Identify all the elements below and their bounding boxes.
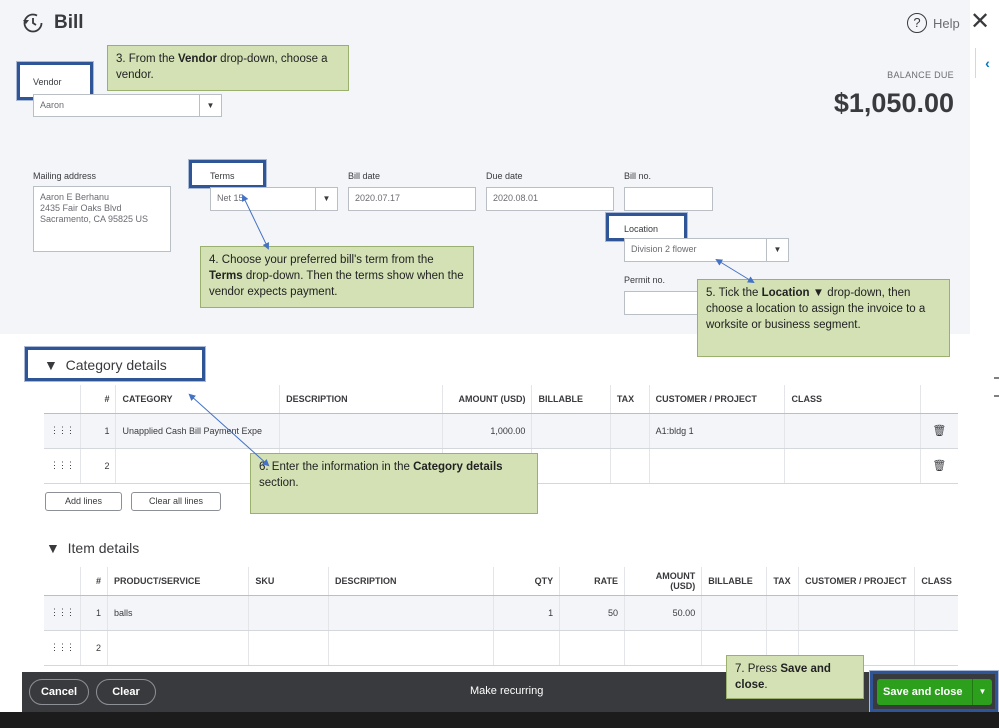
class-cell[interactable] <box>914 630 958 666</box>
bill-date-label: Bill date <box>348 171 381 181</box>
terms-label-highlight: Terms <box>189 160 266 188</box>
tax-cell[interactable] <box>766 595 800 631</box>
description-cell[interactable] <box>328 630 494 666</box>
clear-all-lines-button[interactable]: Clear all lines <box>131 492 221 511</box>
category-cell[interactable]: Unapplied Cash Bill Payment Expe <box>115 413 281 449</box>
permit-no-label: Permit no. <box>624 275 666 285</box>
vendor-label: Vendor <box>33 77 62 87</box>
category-details-title[interactable]: ▼ Category details <box>44 357 167 373</box>
qty-cell[interactable] <box>493 630 561 666</box>
amount-cell[interactable] <box>624 630 703 666</box>
location-value: Division 2 flower <box>631 244 697 254</box>
close-icon[interactable]: ✕ <box>970 8 991 35</box>
rate-cell[interactable]: 50 <box>559 595 625 631</box>
billable-cell[interactable] <box>531 448 611 484</box>
vendor-select[interactable]: Aaron ▼ <box>33 94 222 117</box>
terms-label: Terms <box>210 171 235 181</box>
tax-cell[interactable] <box>610 448 650 484</box>
customer-cell[interactable] <box>798 595 916 631</box>
location-label: Location <box>624 224 659 234</box>
history-icon[interactable] <box>22 12 44 34</box>
callout-vendor: 3. From the Vendor drop-down, choose a v… <box>107 45 349 91</box>
terms-select[interactable]: Net 15 ▼ <box>210 187 338 211</box>
chevron-down-icon[interactable]: ▼ <box>315 188 337 210</box>
billable-cell[interactable] <box>531 413 611 449</box>
description-cell[interactable] <box>279 413 443 449</box>
sku-cell[interactable] <box>248 595 330 631</box>
drag-handle-icon[interactable]: ⋮⋮⋮ <box>44 595 81 631</box>
customer-cell[interactable]: A1:bldg 1 <box>649 413 786 449</box>
bill-date-input[interactable]: 2020.07.17 <box>348 187 476 211</box>
qty-cell[interactable]: 1 <box>493 595 561 631</box>
mailing-address-field[interactable]: Aaron E Berhanu 2435 Fair Oaks Blvd Sacr… <box>33 186 171 252</box>
due-date-label: Due date <box>486 171 523 181</box>
mailing-address-label: Mailing address <box>33 171 97 181</box>
make-recurring-link[interactable]: Make recurring <box>470 685 544 697</box>
trash-icon[interactable]: 🗑 <box>920 448 958 484</box>
drag-handle-icon[interactable]: ⋮⋮⋮ <box>44 413 81 449</box>
amount-cell[interactable]: 50.00 <box>624 595 703 631</box>
balance-due-amount: $1,050.00 <box>833 88 954 118</box>
billable-cell[interactable] <box>701 595 768 631</box>
os-taskbar <box>0 712 999 728</box>
vendor-label-highlight: Vendor <box>17 62 93 100</box>
bill-no-input[interactable] <box>624 187 713 211</box>
drag-handle-icon[interactable]: ⋮⋮⋮ <box>44 448 81 484</box>
help-link[interactable]: Help <box>933 16 960 31</box>
product-cell[interactable] <box>107 630 250 666</box>
chevron-down-icon[interactable]: ▼ <box>972 679 992 705</box>
save-and-close-button[interactable]: Save and close ▼ <box>877 679 992 705</box>
bill-no-label: Bill no. <box>624 171 652 181</box>
cancel-button[interactable]: Cancel <box>29 679 89 705</box>
due-date-input[interactable]: 2020.08.01 <box>486 187 614 211</box>
terms-value: Net 15 <box>217 193 244 203</box>
help-icon[interactable]: ? <box>907 13 927 33</box>
category-details-highlight: ▼ Category details <box>25 347 205 381</box>
item-details-title[interactable]: ▼ Item details <box>46 540 140 556</box>
table-row[interactable]: ⋮⋮⋮ 1 balls 1 50 50.00 <box>44 595 958 631</box>
clear-button[interactable]: Clear <box>96 679 156 705</box>
class-cell[interactable] <box>784 413 921 449</box>
callout-save: 7. Press Save and close. <box>726 655 864 699</box>
callout-terms: 4. Choose your preferred bill's term fro… <box>200 246 474 308</box>
description-cell[interactable] <box>328 595 494 631</box>
rate-cell[interactable] <box>559 630 625 666</box>
page-title: Bill <box>54 12 84 33</box>
vendor-value: Aaron <box>40 100 65 110</box>
chevron-down-icon[interactable]: ▼ <box>766 239 788 261</box>
sku-cell[interactable] <box>248 630 330 666</box>
callout-category: 6. Enter the information in the Category… <box>250 453 538 514</box>
amount-cell[interactable]: 1,000.00 <box>442 413 533 449</box>
class-cell[interactable] <box>784 448 921 484</box>
collapse-panel-icon[interactable]: ‹ <box>975 48 999 78</box>
item-table: # PRODUCT/SERVICE SKU DESCRIPTION QTY RA… <box>44 567 958 666</box>
class-cell[interactable] <box>914 595 958 631</box>
customer-cell[interactable] <box>649 448 786 484</box>
location-select[interactable]: Division 2 flower ▼ <box>624 238 789 262</box>
location-label-highlight: Location <box>606 213 687 241</box>
tax-cell[interactable] <box>610 413 650 449</box>
trash-icon[interactable]: 🗑 <box>920 413 958 449</box>
product-cell[interactable]: balls <box>107 595 250 631</box>
table-row[interactable]: ⋮⋮⋮ 1 Unapplied Cash Bill Payment Expe 1… <box>44 413 958 449</box>
table-row[interactable]: ⋮⋮⋮ 2 <box>44 630 958 666</box>
save-button-highlight <box>870 671 998 712</box>
chevron-down-icon[interactable]: ▼ <box>199 95 221 116</box>
add-lines-button[interactable]: Add lines <box>45 492 122 511</box>
balance-due-label: BALANCE DUE <box>887 70 954 80</box>
callout-location: 5. Tick the Location ▼ drop-down, then c… <box>697 279 950 357</box>
drag-handle-icon[interactable]: ⋮⋮⋮ <box>44 630 81 666</box>
